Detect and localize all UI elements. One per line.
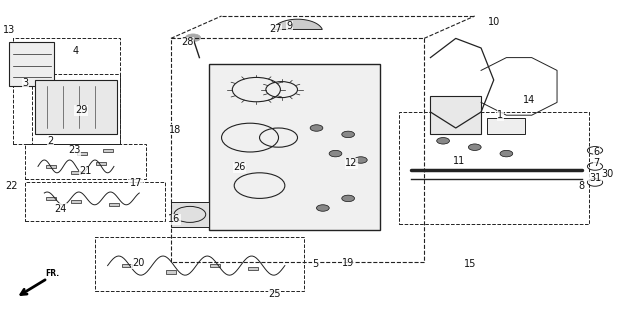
Circle shape — [437, 138, 449, 144]
Circle shape — [310, 125, 323, 131]
Text: 27: 27 — [269, 24, 282, 35]
Text: 5: 5 — [312, 259, 318, 269]
Text: 13: 13 — [3, 25, 16, 36]
Text: 12: 12 — [345, 158, 358, 168]
FancyBboxPatch shape — [209, 64, 380, 230]
Bar — [103, 149, 113, 152]
Bar — [46, 165, 56, 168]
Bar — [399, 112, 589, 224]
Bar — [95, 237, 304, 291]
Text: 24: 24 — [54, 204, 66, 214]
Text: 23: 23 — [68, 145, 81, 156]
Bar — [430, 96, 481, 134]
Circle shape — [185, 34, 201, 42]
Text: 11: 11 — [453, 156, 466, 166]
Bar — [71, 200, 81, 203]
Circle shape — [468, 144, 481, 150]
Bar — [25, 144, 146, 179]
Text: 8: 8 — [578, 181, 584, 191]
Text: 18: 18 — [168, 124, 181, 135]
Text: 14: 14 — [523, 95, 536, 105]
Text: 3: 3 — [22, 78, 28, 88]
Polygon shape — [273, 19, 322, 29]
Text: 4: 4 — [73, 46, 79, 56]
Circle shape — [342, 131, 354, 138]
Bar — [77, 152, 87, 155]
Text: 15: 15 — [463, 259, 476, 269]
Text: 30: 30 — [601, 169, 614, 179]
Bar — [32, 74, 120, 144]
Text: 25: 25 — [268, 289, 281, 299]
Text: 10: 10 — [487, 17, 500, 28]
Text: 9: 9 — [286, 21, 292, 31]
Text: 6: 6 — [593, 147, 599, 157]
Text: 1: 1 — [497, 110, 503, 120]
Text: 17: 17 — [130, 178, 142, 188]
Bar — [210, 264, 220, 267]
Text: 7: 7 — [593, 158, 599, 168]
Circle shape — [316, 205, 329, 211]
Bar — [71, 171, 81, 174]
Circle shape — [342, 195, 354, 202]
Bar — [248, 267, 258, 270]
Bar — [25, 182, 165, 221]
Bar — [9, 42, 54, 86]
Bar — [46, 197, 56, 200]
Circle shape — [500, 150, 513, 157]
Text: 19: 19 — [342, 258, 354, 268]
Bar — [487, 118, 525, 134]
Text: 22: 22 — [5, 181, 18, 191]
Circle shape — [354, 157, 367, 163]
Text: 16: 16 — [168, 214, 180, 224]
Bar — [171, 202, 209, 227]
Bar — [109, 203, 119, 206]
Text: 21: 21 — [79, 166, 92, 176]
Bar — [13, 38, 120, 144]
Text: FR.: FR. — [46, 269, 60, 278]
Bar — [122, 264, 132, 267]
Text: 20: 20 — [132, 258, 144, 268]
Text: 2: 2 — [47, 136, 54, 146]
Circle shape — [329, 150, 342, 157]
Text: 28: 28 — [181, 37, 194, 47]
Bar — [166, 270, 176, 274]
Text: 31: 31 — [589, 172, 601, 183]
Bar — [96, 162, 106, 165]
Bar — [35, 80, 117, 134]
Text: 26: 26 — [233, 162, 246, 172]
Text: 29: 29 — [75, 105, 87, 116]
